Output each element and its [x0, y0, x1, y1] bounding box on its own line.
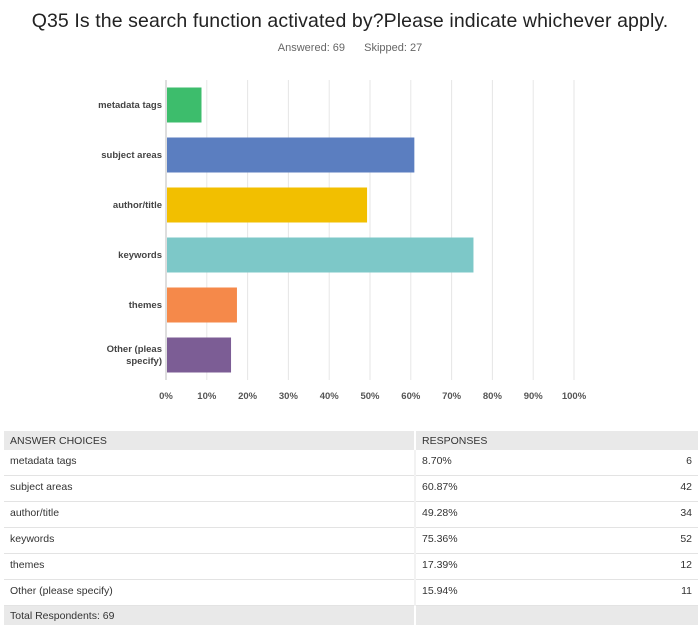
answer-choice-cell: metadata tags: [4, 450, 415, 476]
question-title: Q35 Is the search function activated by?…: [0, 10, 700, 33]
category-label: metadata tags: [98, 100, 162, 111]
response-percent-cell: 8.70%: [415, 450, 615, 476]
category-label: author/title: [113, 200, 162, 211]
bar-chart: 0% 10% 20% 30% 40% 50% 60% 70% 80% 90% 100% metadat…: [0, 70, 700, 415]
x-tick-label: 90%: [524, 391, 544, 402]
response-percent-cell: 60.87%: [415, 476, 615, 502]
header-answer-choices: ANSWER CHOICES: [4, 431, 415, 450]
answer-choice-cell: subject areas: [4, 476, 415, 502]
table-header-row: ANSWER CHOICES RESPONSES: [4, 431, 698, 450]
bar: [167, 88, 201, 123]
answer-choice-cell: author/title: [4, 502, 415, 528]
category-label: subject areas: [101, 150, 162, 161]
x-tick-label: 30%: [279, 391, 299, 402]
answer-choice-cell: Other (please specify): [4, 580, 415, 606]
footer-blank-cell: [415, 606, 698, 625]
bar: [167, 288, 237, 323]
x-tick-label: 100%: [562, 391, 587, 402]
header-responses: RESPONSES: [415, 431, 698, 450]
response-percent-cell: 75.36%: [415, 528, 615, 554]
table-footer-row: Total Respondents: 69: [4, 606, 698, 625]
x-tick-label: 70%: [442, 391, 462, 402]
x-tick-label: 40%: [320, 391, 340, 402]
skipped-count: Skipped: 27: [364, 42, 422, 54]
bar: [167, 338, 231, 373]
category-label: themes: [129, 300, 162, 311]
response-count-cell: 12: [615, 554, 698, 580]
x-tick-label: 80%: [483, 391, 503, 402]
response-count-cell: 34: [615, 502, 698, 528]
response-count-cell: 42: [615, 476, 698, 502]
response-count-cell: 6: [615, 450, 698, 476]
x-tick-label: 60%: [401, 391, 421, 402]
bar: [167, 138, 414, 173]
response-stats: Answered: 69 Skipped: 27: [0, 42, 700, 54]
answered-count: Answered: 69: [278, 42, 345, 54]
response-percent-cell: 17.39%: [415, 554, 615, 580]
total-respondents: Total Respondents: 69: [4, 606, 415, 625]
x-tick-label: 10%: [197, 391, 217, 402]
category-label: keywords: [118, 250, 162, 261]
category-label: Other (pleas specify): [107, 344, 162, 367]
answer-choice-cell: keywords: [4, 528, 415, 554]
response-percent-cell: 15.94%: [415, 580, 615, 606]
x-tick-label: 20%: [238, 391, 258, 402]
bar: [167, 238, 473, 273]
bar: [167, 188, 367, 223]
response-count-cell: 11: [615, 580, 698, 606]
answer-choice-cell: themes: [4, 554, 415, 580]
response-percent-cell: 49.28%: [415, 502, 615, 528]
response-count-cell: 52: [615, 528, 698, 554]
table-row: Other (please specify)15.94%11: [4, 580, 698, 606]
x-tick-label: 50%: [360, 391, 380, 402]
x-tick-label: 0%: [159, 391, 173, 402]
